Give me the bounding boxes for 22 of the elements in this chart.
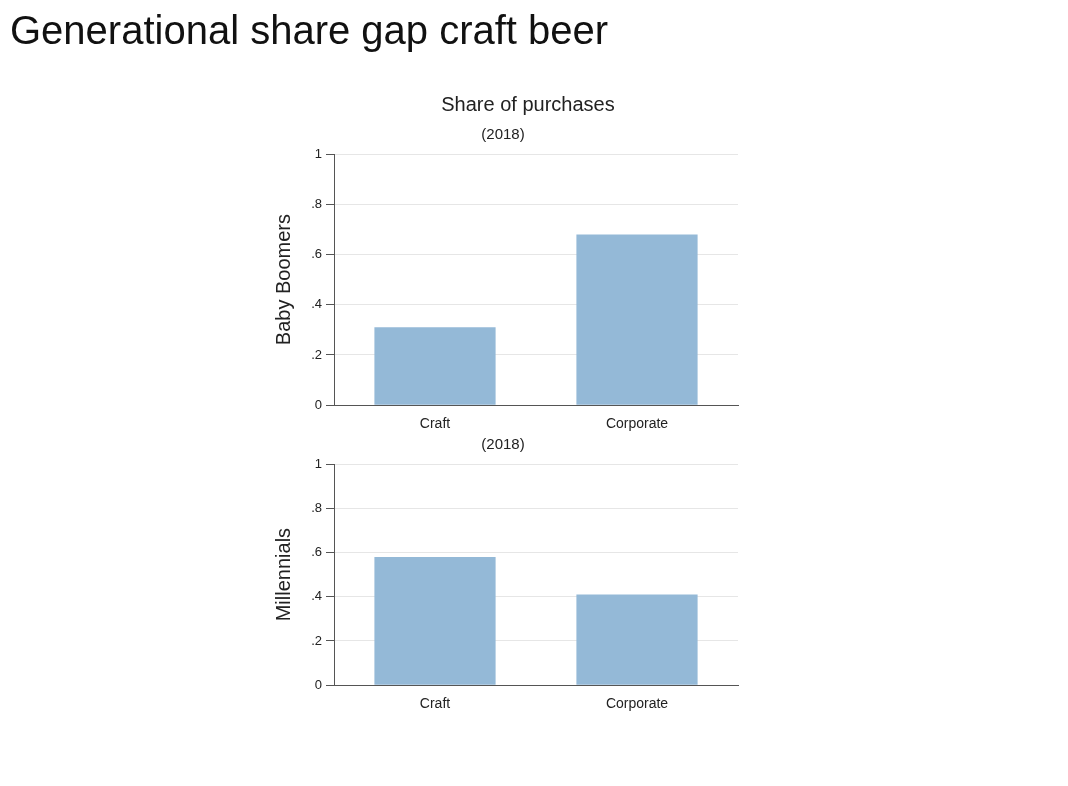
y-tick-label: .8 [311,195,322,211]
x-tick-label: Craft [419,415,451,432]
chart-title: Generational share gap craft beer [10,8,610,53]
y-tick-label: 1 [314,145,322,161]
y-tick-label: .8 [311,499,322,515]
y-tick-label: .6 [311,544,322,560]
y-tick-label: 1 [314,455,322,471]
y-tick-label: .2 [311,632,322,648]
chart-subtitle: Share of purchases [440,93,616,116]
text: (2018) [481,125,525,143]
y-axis-title: Millennials [271,527,294,622]
x-tick-label: Craft [419,695,451,712]
text: (2018) [481,435,525,453]
x-tick-label: Corporate [605,415,669,432]
y-tick-label: .6 [311,246,322,262]
x-tick-label: Corporate [605,695,669,712]
y-tick-label: 0 [314,676,322,692]
y-tick-label: .2 [311,346,322,362]
y-axis-title: Baby Boomers [271,214,294,346]
y-tick-label: 0 [314,396,322,412]
y-tick-label: .4 [311,296,322,312]
y-tick-label: .4 [311,588,322,604]
